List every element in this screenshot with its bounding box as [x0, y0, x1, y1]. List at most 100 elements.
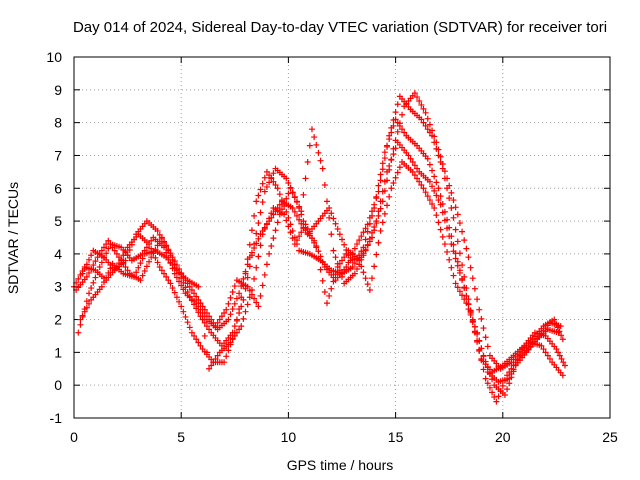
data-point-interp: [272, 181, 279, 188]
data-point: [557, 323, 564, 330]
data-point: [169, 254, 176, 261]
data-point-interp: [161, 238, 168, 245]
data-point-interp: [343, 250, 350, 257]
data-point-interp: [392, 174, 399, 181]
data-point-interp: [283, 217, 290, 224]
data-point-interp: [426, 197, 433, 204]
data-point-interp: [182, 313, 189, 320]
data-point-interp: [411, 172, 418, 179]
data-point-interp: [358, 263, 365, 270]
data-point-interp: [266, 179, 273, 186]
data-point-interp: [431, 187, 438, 194]
data-point-interp: [113, 250, 120, 257]
data-point-interp: [199, 316, 206, 323]
data-point: [459, 277, 466, 284]
data-point-interp: [420, 119, 427, 126]
data-point-interp: [188, 287, 195, 294]
data-point: [559, 372, 566, 379]
data-point-interp: [454, 238, 461, 245]
data-point-interp: [420, 105, 427, 112]
data-point-interp: [285, 190, 292, 197]
data-point-interp: [360, 269, 367, 276]
data-point: [330, 247, 337, 254]
data-point: [281, 211, 288, 218]
data-point-interp: [210, 359, 217, 366]
data-point: [212, 323, 219, 330]
data-point-interp: [128, 241, 135, 248]
data-point: [366, 287, 373, 294]
data-point-interp: [315, 248, 322, 255]
data-point: [424, 155, 431, 162]
data-point-interp: [161, 270, 168, 277]
data-point-interp: [461, 285, 468, 292]
data-point-interp: [195, 339, 202, 346]
data-point: [105, 237, 112, 244]
data-point: [454, 211, 461, 218]
data-point: [461, 273, 468, 280]
data-point: [441, 241, 448, 248]
data-point-interp: [195, 296, 202, 303]
data-point-interp: [336, 267, 343, 274]
data-point-interp: [289, 235, 296, 242]
data-point-interp: [362, 275, 369, 282]
data-point-interp: [143, 244, 150, 251]
data-point-interp: [431, 133, 438, 140]
data-point-interp: [261, 271, 268, 278]
data-point: [75, 329, 82, 336]
data-point-interp: [197, 300, 204, 307]
data-point-interp: [158, 267, 165, 274]
data-point: [248, 287, 255, 294]
data-point-interp: [120, 260, 127, 267]
data-point: [377, 227, 384, 234]
data-point: [313, 244, 320, 251]
data-point-interp: [341, 254, 348, 261]
data-point-interp: [399, 111, 406, 118]
data-point-interp: [137, 260, 144, 267]
data-point-interp: [371, 201, 378, 208]
data-point-interp: [478, 357, 485, 364]
data-point-interp: [319, 277, 326, 284]
data-point-interp: [311, 134, 318, 141]
data-point-interp: [416, 97, 423, 104]
data-point-interp: [139, 272, 146, 279]
data-point-interp: [379, 188, 386, 195]
data-point-interp: [480, 353, 487, 360]
data-point-interp: [236, 309, 243, 316]
data-point-interp: [424, 115, 431, 122]
data-point-interp: [122, 264, 129, 271]
data-point-interp: [399, 126, 406, 133]
data-point: [186, 293, 193, 300]
data-point-interp: [478, 315, 485, 322]
data-point: [405, 152, 412, 159]
data-point: [266, 250, 273, 257]
data-point-interp: [257, 186, 264, 193]
data-point-interp: [306, 142, 313, 149]
data-point-interp: [293, 237, 300, 244]
data-point-interp: [456, 250, 463, 257]
x-tick-label: 15: [388, 429, 404, 445]
data-point-interp: [206, 326, 213, 333]
data-point-interp: [542, 349, 549, 356]
data-point-interp: [362, 236, 369, 243]
data-point-interp: [223, 353, 230, 360]
data-point-interp: [377, 198, 384, 205]
data-point-interp: [253, 299, 260, 306]
data-point-interp: [556, 328, 563, 335]
data-point-interp: [437, 193, 444, 200]
data-point-interp: [476, 337, 483, 344]
data-point: [253, 198, 260, 205]
data-point: [422, 109, 429, 116]
data-point-interp: [456, 288, 463, 295]
data-point-interp: [229, 306, 236, 313]
data-point: [244, 283, 251, 290]
y-tick-label: 10: [46, 49, 62, 65]
data-point-interp: [409, 159, 416, 166]
data-point-interp: [92, 258, 99, 265]
data-point: [435, 185, 442, 192]
data-point-interp: [255, 253, 262, 260]
data-point: [323, 300, 330, 307]
data-point-interp: [452, 255, 459, 262]
data-point: [255, 303, 262, 310]
series-track-5: [77, 159, 566, 385]
data-point: [77, 316, 84, 323]
